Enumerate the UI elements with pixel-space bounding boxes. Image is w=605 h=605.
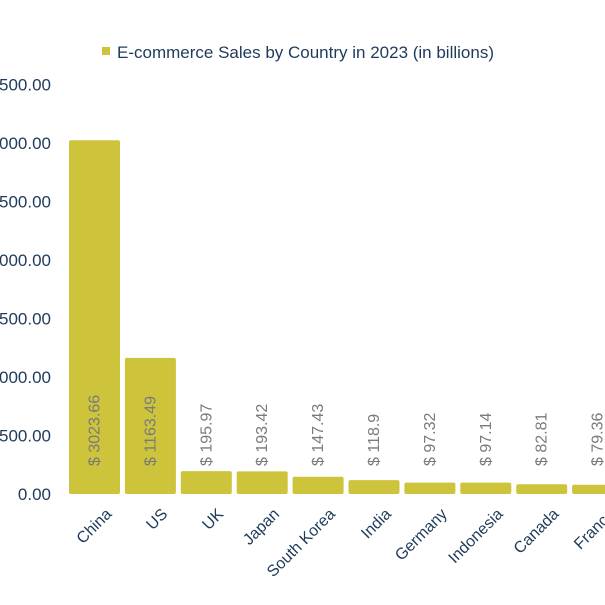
y-tick-label: 2000.00: [0, 251, 51, 270]
data-label: $ 3023.66: [87, 395, 104, 466]
data-label: $ 118.9: [366, 414, 383, 466]
x-tick-label: France: [571, 506, 605, 553]
y-tick-label: 3500.00: [0, 76, 51, 95]
data-label: $ 97.32: [422, 413, 439, 466]
y-tick-label: 3000.00: [0, 134, 51, 153]
y-tick-label: 1000.00: [0, 368, 51, 387]
y-tick-label: 0.00: [18, 485, 51, 504]
bar: [69, 140, 120, 494]
bar: [404, 482, 456, 494]
data-labels: $ 3023.66 $ 1163.49 $ 195.97 $ 193.42 $ 147.…: [87, 395, 605, 466]
bar: [180, 471, 232, 494]
bar: [348, 480, 400, 494]
y-tick-label: 1500.00: [0, 310, 51, 329]
bar: [516, 484, 568, 494]
bar: [292, 476, 344, 494]
bar: [460, 482, 512, 494]
data-label: $ 147.43: [310, 404, 327, 466]
x-tick-label: Indonesia: [446, 506, 507, 567]
x-tick-label: Canada: [511, 506, 563, 558]
bar: [124, 357, 176, 494]
x-tick-label: Japan: [240, 506, 283, 549]
x-tick-label: UK: [199, 506, 227, 534]
x-tick-label: US: [143, 506, 171, 534]
legend: E-commerce Sales by Country in 2023 (in …: [102, 43, 494, 62]
data-label: $ 195.97: [198, 404, 215, 466]
legend-label: E-commerce Sales by Country in 2023 (in …: [117, 43, 494, 62]
y-axis: 0.00 500.00 1000.00 1500.00 2000.00 2500.00 30…: [0, 76, 51, 505]
x-tick-label: India: [358, 506, 395, 543]
bar: [236, 471, 288, 494]
data-label: $ 82.81: [534, 413, 551, 466]
bars: [69, 140, 605, 494]
data-label: $ 1163.49: [142, 396, 159, 466]
data-label: $ 79.36: [590, 413, 605, 466]
y-tick-label: 500.00: [0, 427, 51, 446]
bar: [572, 484, 605, 494]
data-label: $ 97.14: [478, 413, 495, 466]
x-tick-label: Germany: [392, 506, 451, 565]
x-tick-label: China: [74, 506, 116, 548]
legend-swatch: [102, 47, 110, 55]
data-label: $ 193.42: [254, 404, 271, 466]
y-tick-label: 2500.00: [0, 193, 51, 212]
